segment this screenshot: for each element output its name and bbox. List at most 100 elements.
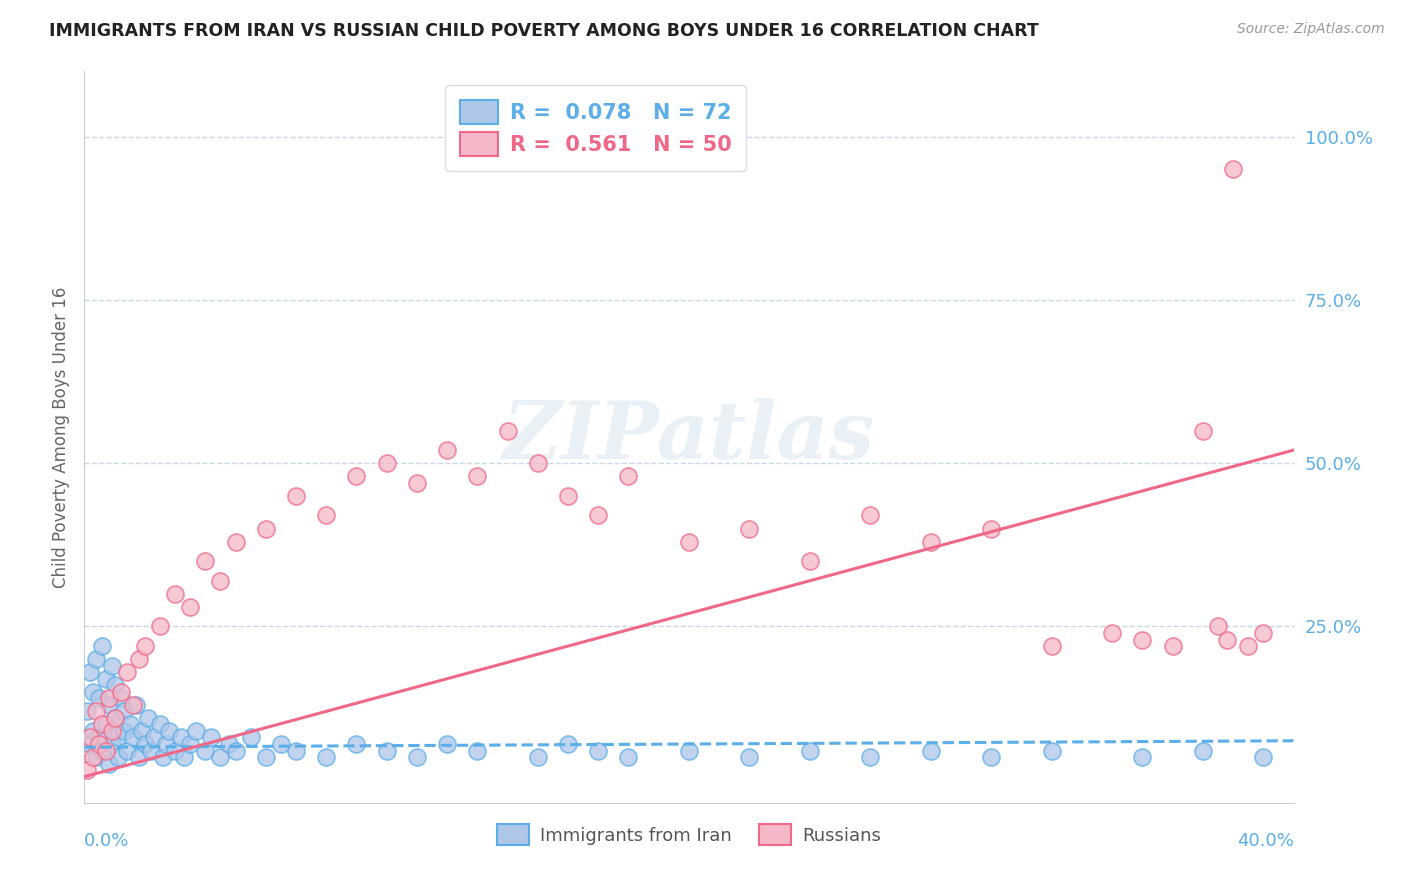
Point — [406, 750, 429, 764]
Point — [1040, 743, 1063, 757]
Point — [496, 424, 519, 438]
Point — [173, 750, 195, 764]
Point — [467, 743, 489, 757]
Point — [128, 652, 150, 666]
Point — [375, 743, 398, 757]
Point — [179, 737, 201, 751]
Point — [1253, 626, 1275, 640]
Point — [270, 737, 292, 751]
Point — [149, 619, 172, 633]
Point — [209, 750, 232, 764]
Point — [110, 691, 132, 706]
Point — [200, 731, 222, 745]
Point — [100, 658, 122, 673]
Point — [91, 717, 114, 731]
Point — [194, 743, 217, 757]
Point — [134, 737, 156, 751]
Point — [1130, 750, 1153, 764]
Text: IMMIGRANTS FROM IRAN VS RUSSIAN CHILD POVERTY AMONG BOYS UNDER 16 CORRELATION CH: IMMIGRANTS FROM IRAN VS RUSSIAN CHILD PO… — [49, 22, 1039, 40]
Point — [79, 737, 101, 751]
Point — [89, 737, 111, 751]
Point — [1192, 743, 1215, 757]
Point — [89, 691, 111, 706]
Point — [239, 731, 262, 745]
Point — [346, 737, 368, 751]
Point — [527, 750, 550, 764]
Point — [678, 534, 700, 549]
Point — [100, 737, 122, 751]
Point — [218, 737, 240, 751]
Point — [97, 756, 120, 771]
Text: Source: ZipAtlas.com: Source: ZipAtlas.com — [1237, 22, 1385, 37]
Point — [128, 750, 150, 764]
Point — [76, 705, 98, 719]
Point — [920, 743, 942, 757]
Point — [149, 717, 172, 731]
Point — [131, 723, 153, 738]
Point — [225, 534, 247, 549]
Point — [82, 750, 104, 764]
Point — [436, 443, 458, 458]
Point — [79, 665, 101, 680]
Point — [112, 705, 135, 719]
Point — [254, 750, 277, 764]
Point — [94, 743, 117, 757]
Point — [82, 723, 104, 738]
Legend: Immigrants from Iran, Russians: Immigrants from Iran, Russians — [489, 817, 889, 852]
Point — [142, 731, 165, 745]
Point — [920, 534, 942, 549]
Point — [859, 750, 882, 764]
Point — [1130, 632, 1153, 647]
Point — [254, 521, 277, 535]
Point — [557, 737, 579, 751]
Point — [1161, 639, 1184, 653]
Point — [1253, 750, 1275, 764]
Point — [1206, 619, 1229, 633]
Point — [799, 554, 821, 568]
Point — [107, 750, 129, 764]
Point — [170, 731, 193, 745]
Point — [165, 587, 187, 601]
Point — [1040, 639, 1063, 653]
Point — [139, 743, 162, 757]
Point — [82, 685, 104, 699]
Point — [121, 698, 143, 712]
Point — [104, 678, 127, 692]
Point — [118, 717, 141, 731]
Point — [152, 750, 174, 764]
Point — [467, 469, 489, 483]
Point — [136, 711, 159, 725]
Point — [799, 743, 821, 757]
Point — [91, 639, 114, 653]
Text: ZIPatlas: ZIPatlas — [503, 399, 875, 475]
Point — [125, 698, 148, 712]
Point — [859, 508, 882, 523]
Point — [980, 521, 1002, 535]
Point — [315, 750, 337, 764]
Point — [1216, 632, 1239, 647]
Point — [406, 475, 429, 490]
Point — [86, 652, 108, 666]
Point — [588, 743, 610, 757]
Point — [980, 750, 1002, 764]
Point — [1222, 162, 1244, 177]
Point — [97, 698, 120, 712]
Point — [285, 489, 308, 503]
Point — [86, 705, 108, 719]
Point — [617, 469, 640, 483]
Point — [134, 639, 156, 653]
Point — [617, 750, 640, 764]
Point — [557, 489, 579, 503]
Point — [436, 737, 458, 751]
Point — [76, 763, 98, 777]
Text: 40.0%: 40.0% — [1237, 832, 1294, 850]
Point — [738, 521, 761, 535]
Point — [115, 665, 138, 680]
Point — [100, 723, 122, 738]
Point — [346, 469, 368, 483]
Point — [91, 743, 114, 757]
Point — [97, 691, 120, 706]
Point — [121, 731, 143, 745]
Point — [89, 731, 111, 745]
Point — [179, 599, 201, 614]
